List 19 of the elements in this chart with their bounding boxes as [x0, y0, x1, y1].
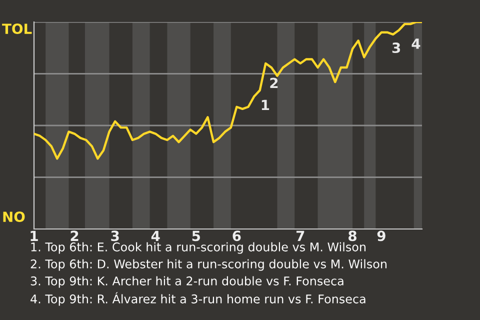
x-tick-label: 3: [111, 230, 119, 242]
x-tick-label: 7: [296, 230, 304, 241]
annotation: 1: [262, 100, 270, 110]
annotation: 3: [392, 42, 400, 54]
x-tick-label: 6: [232, 230, 241, 242]
text: 3. Top 9th: K. Archer hit a 2-run double vs F. Fonseca: [30, 276, 344, 288]
x-tick-label: 1: [30, 230, 38, 241]
x-tick-label: 2: [70, 230, 78, 241]
x-tick-label: 8: [348, 230, 356, 242]
text: 2. Top 6th: D. Webster hit a run-scoring double vs M. Wilson: [30, 259, 386, 271]
x-tick-label: 9: [377, 230, 386, 242]
text: 4. Top 9th: R. Álvarez hit a 3-run home run vs F. Fonseca: [30, 292, 366, 306]
annotation: 4: [412, 38, 420, 49]
x-tick-label: 4: [151, 230, 160, 241]
x-tick-label: 5: [192, 230, 200, 242]
text: NO: [3, 212, 25, 222]
annotation: 2: [270, 78, 278, 88]
text: 1. Top 6th: E. Cook hit a run-scoring double vs M. Wilson: [31, 242, 366, 254]
text: TOL: [2, 24, 32, 34]
